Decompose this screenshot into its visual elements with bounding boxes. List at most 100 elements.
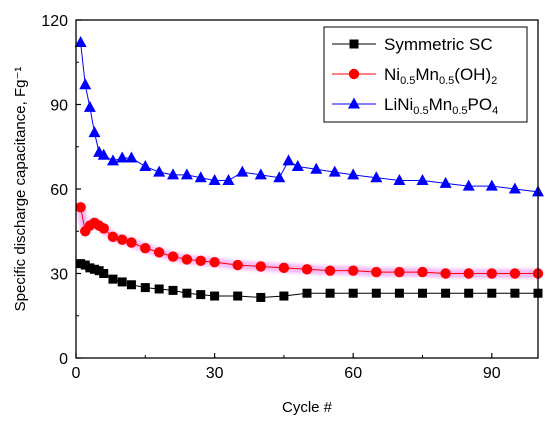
data-point bbox=[79, 78, 92, 90]
legend: Symmetric SC Ni0.5Mn0.5(OH)2 LiNi0.5Mn0.5P… bbox=[323, 26, 528, 123]
data-point bbox=[94, 266, 104, 276]
data-point bbox=[441, 288, 451, 298]
data-point bbox=[486, 268, 497, 279]
data-point bbox=[106, 154, 119, 166]
data-point bbox=[116, 151, 129, 163]
data-point bbox=[222, 174, 235, 186]
x-tick-label: 30 bbox=[206, 365, 224, 382]
series-triangle bbox=[74, 36, 544, 197]
data-point bbox=[108, 274, 118, 284]
data-point bbox=[508, 182, 521, 194]
data-point bbox=[154, 284, 164, 294]
data-point bbox=[182, 288, 192, 298]
data-point bbox=[89, 264, 99, 274]
series-line bbox=[80, 207, 538, 274]
data-point bbox=[310, 162, 323, 174]
data-point bbox=[370, 171, 383, 183]
legend-label: Symmetric SC bbox=[384, 35, 493, 54]
data-point bbox=[74, 36, 87, 48]
data-point bbox=[126, 280, 136, 290]
data-point bbox=[325, 288, 335, 298]
data-point bbox=[167, 168, 180, 180]
legend-marker bbox=[348, 97, 360, 109]
data-point bbox=[181, 254, 193, 265]
x-tick-label: 60 bbox=[344, 365, 362, 382]
data-point bbox=[75, 202, 86, 213]
data-point bbox=[462, 179, 475, 191]
plot-area bbox=[74, 36, 544, 302]
data-point bbox=[85, 263, 95, 273]
y-tick-label: 120 bbox=[41, 13, 68, 30]
y-tick-label: 60 bbox=[50, 182, 68, 199]
legend-label: LiNi0.5Mn0.5PO4 bbox=[384, 95, 498, 117]
data-point bbox=[348, 288, 358, 298]
data-point bbox=[196, 290, 206, 300]
data-point bbox=[194, 171, 207, 183]
data-point bbox=[209, 257, 220, 268]
data-point bbox=[88, 126, 101, 138]
data-point bbox=[97, 148, 110, 160]
data-point bbox=[107, 231, 119, 243]
data-point bbox=[76, 259, 86, 269]
data-point bbox=[255, 261, 266, 272]
data-point bbox=[439, 176, 452, 188]
data-point bbox=[278, 262, 290, 274]
data-point bbox=[98, 223, 109, 234]
data-point bbox=[273, 171, 286, 183]
data-point bbox=[80, 260, 90, 270]
data-point bbox=[210, 291, 220, 301]
data-point bbox=[125, 151, 138, 163]
data-point bbox=[139, 159, 152, 171]
data-point bbox=[232, 259, 243, 271]
data-point bbox=[140, 283, 150, 293]
data-point bbox=[233, 291, 243, 301]
data-point bbox=[394, 288, 404, 298]
data-point bbox=[393, 174, 406, 186]
y-axis-title: Specific discharge capacitance, Fg⁻¹ bbox=[12, 67, 29, 312]
data-point bbox=[208, 174, 221, 186]
data-point bbox=[347, 168, 360, 180]
x-axis-title: Cycle # bbox=[282, 399, 333, 416]
legend-marker bbox=[348, 68, 360, 80]
data-point bbox=[440, 268, 451, 279]
data-point bbox=[418, 288, 427, 298]
data-point bbox=[510, 288, 520, 298]
data-point bbox=[117, 277, 127, 287]
data-point bbox=[464, 288, 474, 298]
data-point bbox=[348, 265, 359, 276]
data-point bbox=[117, 234, 128, 245]
data-point bbox=[417, 266, 428, 278]
legend-marker bbox=[349, 39, 359, 49]
y-tick-label: 30 bbox=[50, 267, 68, 284]
y-tick-label: 90 bbox=[50, 98, 68, 115]
data-point bbox=[509, 268, 521, 279]
data-point bbox=[328, 165, 341, 177]
data-point bbox=[371, 288, 381, 298]
data-point bbox=[153, 247, 165, 258]
data-point bbox=[195, 255, 206, 267]
data-point bbox=[83, 100, 96, 112]
data-point bbox=[416, 174, 429, 186]
x-tick-label: 90 bbox=[483, 365, 501, 382]
data-point bbox=[485, 179, 498, 191]
data-point bbox=[463, 268, 474, 279]
axis-ticks: 0 30 60 90 0 30 60 90 120 bbox=[41, 13, 501, 382]
data-point bbox=[324, 265, 336, 276]
data-point bbox=[236, 165, 249, 177]
data-point bbox=[180, 168, 193, 180]
data-point bbox=[301, 264, 313, 275]
data-point bbox=[126, 237, 137, 248]
data-point bbox=[153, 165, 166, 177]
data-point bbox=[99, 269, 109, 278]
y-tick-label: 0 bbox=[59, 351, 68, 368]
series-square bbox=[76, 259, 543, 302]
data-point bbox=[279, 291, 289, 301]
data-point bbox=[254, 168, 267, 180]
legend-label: Ni0.5Mn0.5(OH)2 bbox=[384, 65, 497, 87]
data-point bbox=[394, 266, 405, 278]
data-point bbox=[140, 242, 151, 254]
data-point bbox=[487, 288, 497, 298]
data-point bbox=[282, 154, 295, 166]
series-circle bbox=[75, 202, 544, 279]
